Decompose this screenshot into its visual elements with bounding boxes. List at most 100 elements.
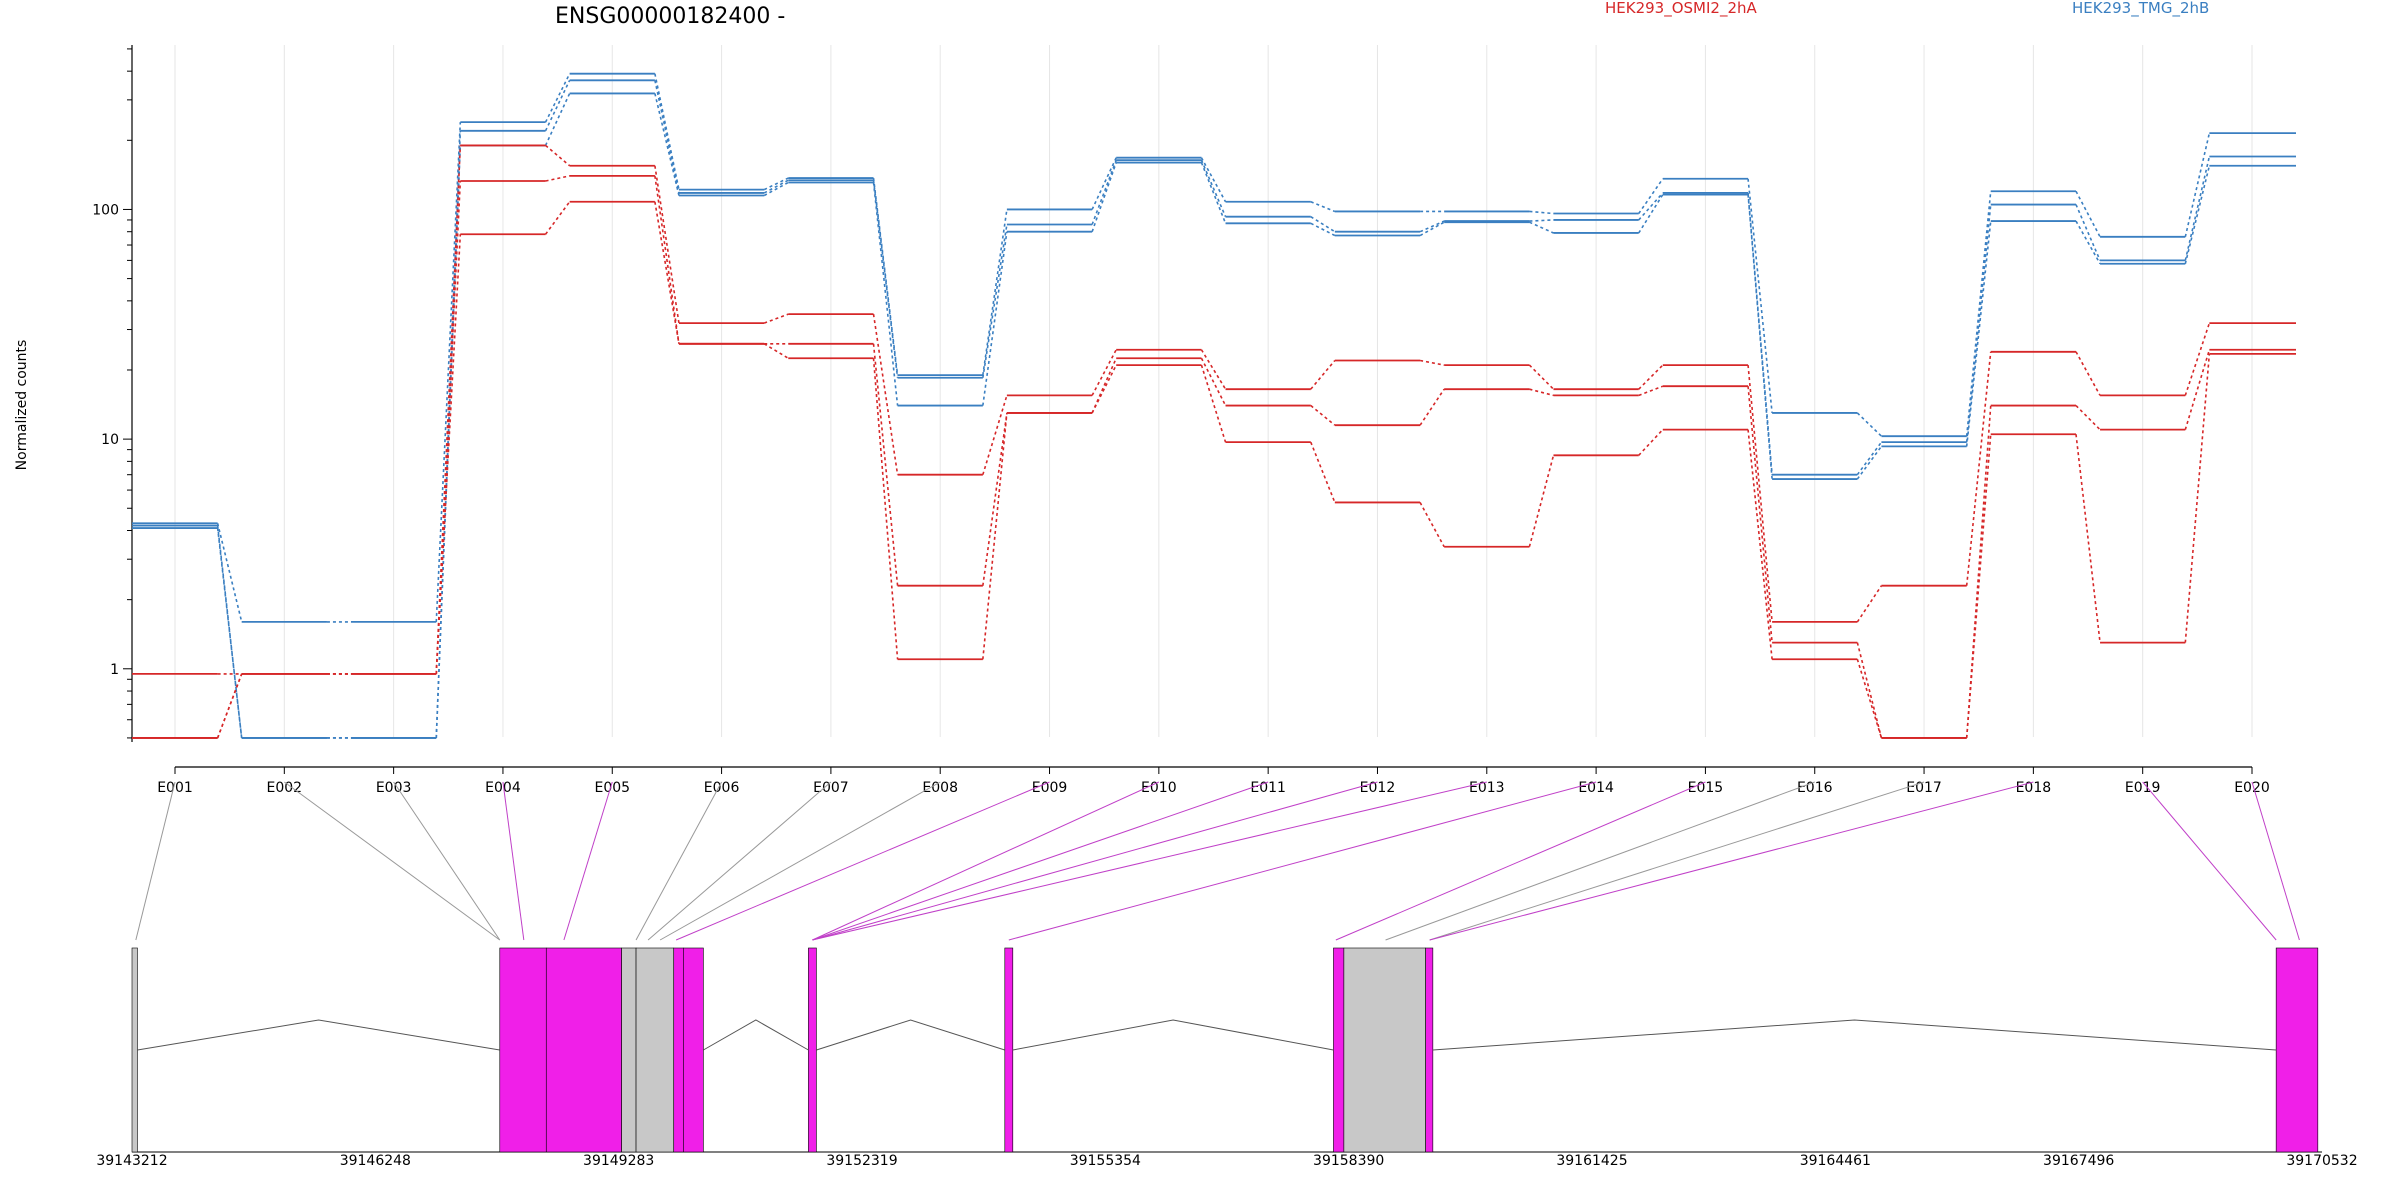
x-tick-label-e008: E008: [922, 780, 958, 796]
series-transition: [2075, 404, 2101, 431]
series-transition: [1419, 221, 1445, 237]
x-tick-label-e006: E006: [704, 780, 740, 796]
series-transition: [2184, 165, 2211, 264]
x-tick-label-e005: E005: [594, 780, 630, 796]
series-transition: [1091, 357, 1117, 414]
series-transition: [872, 358, 899, 660]
series-transition: [435, 122, 462, 622]
x-tick-label-e009: E009: [1032, 780, 1068, 796]
series-transition: [1200, 364, 1227, 443]
connector-e013: [812, 781, 1487, 941]
exon-block-e012: [1333, 947, 1345, 1153]
series-transition: [216, 527, 243, 739]
connector-e009: [675, 781, 1050, 941]
series-transition: [1965, 351, 1992, 586]
connector-e015: [1335, 781, 1706, 941]
connector-e019: [2142, 781, 2277, 941]
connector-e001: [135, 781, 176, 941]
series-transition: [654, 175, 680, 344]
series-transition: [1965, 220, 1992, 447]
series-transition: [2075, 351, 2101, 396]
series-transition: [654, 93, 680, 196]
series-transition: [1310, 404, 1336, 426]
series-transition: [654, 73, 680, 190]
series-transition: [654, 201, 680, 344]
connector-e002: [284, 781, 501, 941]
intron-line: [137, 1019, 500, 1051]
series-transition: [982, 224, 1008, 378]
connector-e020: [2251, 781, 2300, 941]
intron-line: [703, 1019, 809, 1051]
series-transition: [1638, 178, 1664, 214]
series-transition: [763, 313, 789, 324]
series-transition: [1638, 194, 1664, 234]
series-transition: [1965, 434, 1992, 738]
genomic-coordinate-label: 39158390: [1313, 1153, 1384, 1169]
connector-e005: [563, 781, 613, 941]
series-transition: [982, 395, 1008, 475]
series-transition: [435, 180, 462, 674]
x-tick-label-e020: E020: [2234, 780, 2270, 796]
series-transition: [1200, 357, 1227, 406]
series-1-hek293-tmg-2hb: [132, 72, 2296, 623]
genomic-coordinate-label: 39152319: [826, 1153, 897, 1169]
connector-e017: [1429, 781, 1925, 941]
series-transition: [216, 673, 243, 739]
intron-line: [1432, 1019, 2277, 1051]
series-transition: [763, 177, 789, 191]
series-transition: [1856, 659, 1883, 739]
series-transition: [1310, 201, 1336, 213]
series-transition: [1638, 364, 1664, 390]
series-transition: [1529, 219, 1554, 222]
x-tick-label-e017: E017: [1906, 780, 1942, 796]
genomic-coordinate-label: 39164461: [1800, 1153, 1871, 1169]
connector-e006: [635, 781, 723, 941]
series-transition: [1310, 441, 1336, 503]
series-transition: [545, 175, 570, 182]
exon-block-e011: [1004, 947, 1014, 1153]
series-transition: [1419, 388, 1445, 426]
series-layer: [132, 72, 2296, 739]
connector-e016: [1385, 781, 1815, 941]
connector-e011: [812, 781, 1269, 941]
exon-block-e015: [1425, 947, 1434, 1153]
series-transition: [216, 523, 243, 623]
intron-line: [816, 1019, 1005, 1051]
series-transition: [435, 145, 462, 738]
series-transition: [2075, 220, 2101, 265]
genomic-coordinate-label: 39146248: [340, 1153, 411, 1169]
exon-block-e001: [131, 947, 138, 1153]
y-tick-label: 10: [101, 432, 119, 448]
exon-block-e009: [683, 947, 704, 1153]
series-transition: [545, 144, 571, 167]
x-tick-label-e011: E011: [1250, 780, 1286, 796]
x-tick-label-e015: E015: [1688, 780, 1724, 796]
series-transition: [2184, 156, 2211, 261]
series-transition: [1856, 441, 1883, 476]
series-transition: [1200, 162, 1227, 224]
chart-title: ENSG00000182400 -: [555, 4, 785, 29]
series-transition: [1310, 359, 1336, 390]
axes-layer: 1 10 100 E001 E002 E003 E004 E005 E006 E007 E008 E0…: [92, 45, 2270, 796]
series-transition: [654, 80, 680, 194]
series-transition: [1747, 429, 1773, 660]
series-transition: [872, 182, 899, 406]
series-transition: [1200, 349, 1227, 390]
series-transition: [982, 412, 1008, 660]
series-transition: [2075, 204, 2101, 261]
connector-e018: [1429, 781, 2034, 941]
series-transition: [1091, 364, 1117, 414]
exon-block-e008: [673, 947, 684, 1153]
series-transition: [1856, 642, 1883, 739]
series-transition: [544, 93, 571, 146]
series-transition: [2184, 322, 2211, 396]
connector-e010: [812, 781, 1160, 941]
series-transition: [1091, 159, 1117, 225]
series-transition: [1529, 221, 1554, 234]
series-transition: [1965, 204, 1992, 443]
genomic-coordinate-label: 39143212: [96, 1153, 167, 1169]
genomic-coordinate-label: 39161425: [1556, 1153, 1627, 1169]
genomic-coordinate-label: 39155354: [1070, 1153, 1141, 1169]
series-transition: [1528, 455, 1555, 547]
series-transition: [1528, 364, 1555, 390]
